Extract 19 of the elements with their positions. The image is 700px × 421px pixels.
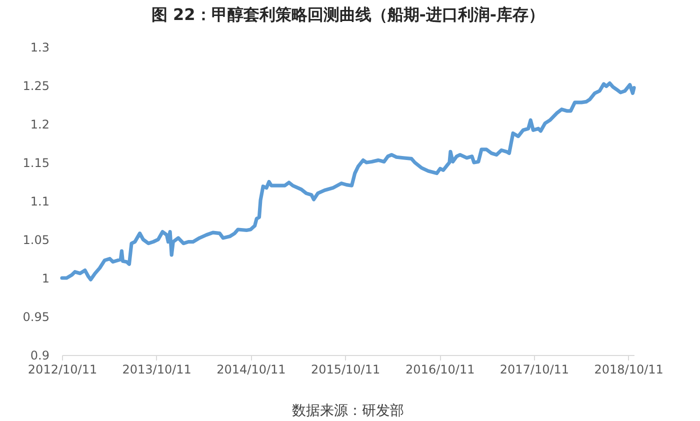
source-note: 数据来源：研发部 bbox=[292, 403, 404, 419]
x-tick-label: 2014/10/11 bbox=[216, 362, 286, 376]
y-tick-label: 1.05 bbox=[22, 233, 50, 247]
y-tick-label: 1.15 bbox=[22, 156, 50, 170]
x-tick-label: 2017/10/11 bbox=[500, 362, 570, 376]
y-tick-label: 1.3 bbox=[30, 40, 50, 54]
y-tick-label: 1 bbox=[42, 272, 50, 286]
y-tick-label: 1.1 bbox=[30, 194, 50, 208]
y-tick-label: 1.25 bbox=[22, 79, 50, 93]
x-tick-label: 2012/10/11 bbox=[28, 362, 98, 376]
x-tick-label: 2018/10/11 bbox=[594, 362, 664, 376]
y-tick-label: 0.9 bbox=[30, 348, 50, 362]
line-series bbox=[60, 81, 636, 282]
x-tick-label: 2013/10/11 bbox=[122, 362, 192, 376]
y-tick-label: 0.95 bbox=[22, 310, 50, 324]
x-tick-label: 2015/10/11 bbox=[310, 362, 380, 376]
chart-title: 图 22：甲醇套利策略回测曲线（船期-进口利润-库存） bbox=[151, 5, 545, 24]
x-tick-label: 2016/10/11 bbox=[406, 362, 475, 376]
y-tick-label: 1.2 bbox=[30, 118, 50, 132]
